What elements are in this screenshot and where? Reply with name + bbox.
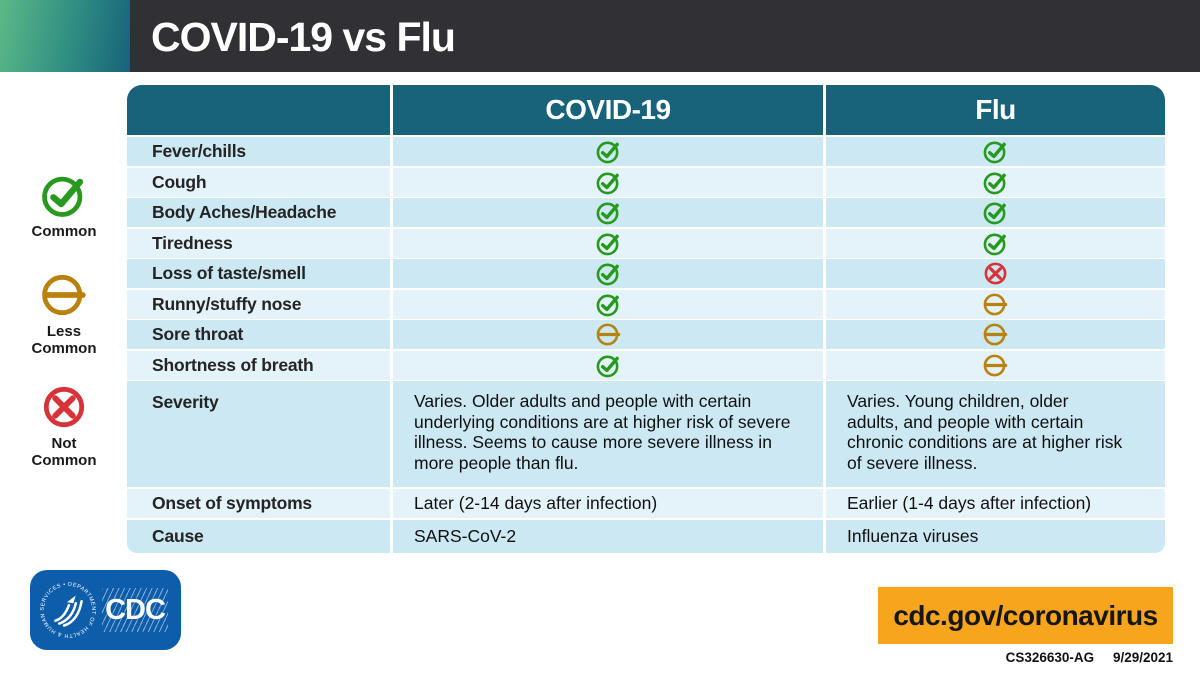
header-bar: COVID-19 vs Flu bbox=[0, 0, 1200, 72]
dash-circle-icon bbox=[983, 353, 1008, 378]
page-title: COVID-19 vs Flu bbox=[151, 14, 456, 60]
check-circle-icon bbox=[983, 231, 1008, 256]
symptom-label: Runny/stuffy nose bbox=[127, 289, 390, 319]
legend: Common Less Common Not Common bbox=[0, 0, 128, 500]
flu-detail-text: Varies. Young children, older adults, an… bbox=[826, 381, 1165, 487]
symptom-label: Tiredness bbox=[127, 228, 390, 258]
brand-gradient bbox=[0, 0, 130, 72]
flu-status-cell bbox=[826, 167, 1165, 197]
check-circle-icon bbox=[983, 170, 1008, 195]
check-circle-icon bbox=[596, 170, 621, 195]
check-circle-icon bbox=[596, 231, 621, 256]
flu-detail-text: Earlier (1-4 days after infection) bbox=[826, 489, 1165, 518]
covid-detail-text: Later (2-14 days after infection) bbox=[393, 489, 823, 518]
dash-circle-icon bbox=[983, 292, 1008, 317]
column-header-covid: COVID-19 bbox=[393, 85, 823, 135]
flu-detail-text: Influenza viruses bbox=[826, 519, 1165, 553]
flu-status-cell bbox=[826, 289, 1165, 319]
document-date: 9/29/2021 bbox=[1112, 650, 1173, 665]
check-circle-icon bbox=[596, 261, 621, 286]
check-circle-icon bbox=[983, 139, 1008, 164]
symptom-label: Cough bbox=[127, 167, 390, 197]
check-circle-icon bbox=[596, 353, 621, 378]
covid-detail-text: Varies. Older adults and people with cer… bbox=[393, 381, 823, 487]
covid-status-cell bbox=[393, 320, 823, 349]
table-header-row: COVID-19 Flu bbox=[127, 85, 1165, 135]
cause-row: Cause SARS-CoV-2 Influenza viruses bbox=[127, 519, 1165, 553]
covid-status-cell bbox=[393, 259, 823, 288]
cdc-logo: DEPARTMENT OF HEALTH & HUMAN SERVICES • … bbox=[30, 570, 181, 650]
dash-circle-icon bbox=[983, 322, 1008, 347]
table-body: Fever/chills Cough Body Aches/Headache T… bbox=[127, 137, 1165, 553]
check-circle-icon bbox=[596, 292, 621, 317]
document-id-line: CS326630-AG 9/29/2021 bbox=[878, 650, 1173, 665]
detail-label: Cause bbox=[127, 519, 390, 553]
symptom-row: Tiredness bbox=[127, 228, 1165, 258]
onset-row: Onset of symptoms Later (2-14 days after… bbox=[127, 489, 1165, 518]
cdc-url-text: cdc.gov/coronavirus bbox=[893, 599, 1158, 631]
symptom-row: Cough bbox=[127, 167, 1165, 197]
covid-status-cell bbox=[393, 167, 823, 197]
legend-item-less-common: Less Common bbox=[0, 272, 128, 357]
flu-status-cell bbox=[826, 228, 1165, 258]
legend-item-not-common: Not Common bbox=[0, 384, 128, 469]
covid-detail-text: SARS-CoV-2 bbox=[393, 519, 823, 553]
cdc-url-banner: cdc.gov/coronavirus bbox=[878, 587, 1173, 644]
covid-status-cell bbox=[393, 350, 823, 380]
legend-item-common: Common bbox=[0, 172, 128, 240]
comparison-table: COVID-19 Flu Fever/chills Cough Body Ach… bbox=[127, 85, 1165, 553]
covid-status-cell bbox=[393, 198, 823, 227]
symptom-row: Fever/chills bbox=[127, 137, 1165, 166]
symptom-row: Sore throat bbox=[127, 320, 1165, 349]
severity-row: Severity Varies. Older adults and people… bbox=[127, 381, 1165, 487]
check-circle-icon bbox=[596, 200, 621, 225]
symptom-label: Loss of taste/smell bbox=[127, 259, 390, 288]
flu-status-cell bbox=[826, 320, 1165, 349]
check-circle-icon bbox=[596, 139, 621, 164]
detail-label: Severity bbox=[127, 381, 390, 487]
flu-status-cell bbox=[826, 259, 1165, 288]
hhs-eagle-seal-icon: DEPARTMENT OF HEALTH & HUMAN SERVICES • … bbox=[37, 579, 96, 638]
flu-status-cell bbox=[826, 350, 1165, 380]
dash-circle-icon bbox=[596, 322, 621, 347]
symptom-row: Loss of taste/smell bbox=[127, 259, 1165, 288]
check-circle-icon bbox=[41, 172, 87, 218]
covid-status-cell bbox=[393, 137, 823, 166]
symptom-label: Fever/chills bbox=[127, 137, 390, 166]
document-id: CS326630-AG bbox=[1005, 650, 1095, 665]
detail-label: Onset of symptoms bbox=[127, 489, 390, 518]
cdc-wordmark: CDC bbox=[102, 588, 168, 632]
symptom-label: Body Aches/Headache bbox=[127, 198, 390, 227]
symptom-label: Shortness of breath bbox=[127, 350, 390, 380]
symptom-label: Sore throat bbox=[127, 320, 390, 349]
symptom-row: Runny/stuffy nose bbox=[127, 289, 1165, 319]
flu-status-cell bbox=[826, 198, 1165, 227]
covid-status-cell bbox=[393, 289, 823, 319]
column-header-flu: Flu bbox=[826, 85, 1165, 135]
symptom-row: Shortness of breath bbox=[127, 350, 1165, 380]
symptom-row: Body Aches/Headache bbox=[127, 198, 1165, 227]
check-circle-icon bbox=[983, 200, 1008, 225]
x-circle-icon bbox=[983, 261, 1008, 286]
flu-status-cell bbox=[826, 137, 1165, 166]
dash-circle-icon bbox=[41, 272, 87, 318]
x-circle-icon bbox=[41, 384, 87, 430]
eagle-head bbox=[67, 595, 76, 604]
covid-status-cell bbox=[393, 228, 823, 258]
column-header-blank bbox=[127, 85, 390, 135]
